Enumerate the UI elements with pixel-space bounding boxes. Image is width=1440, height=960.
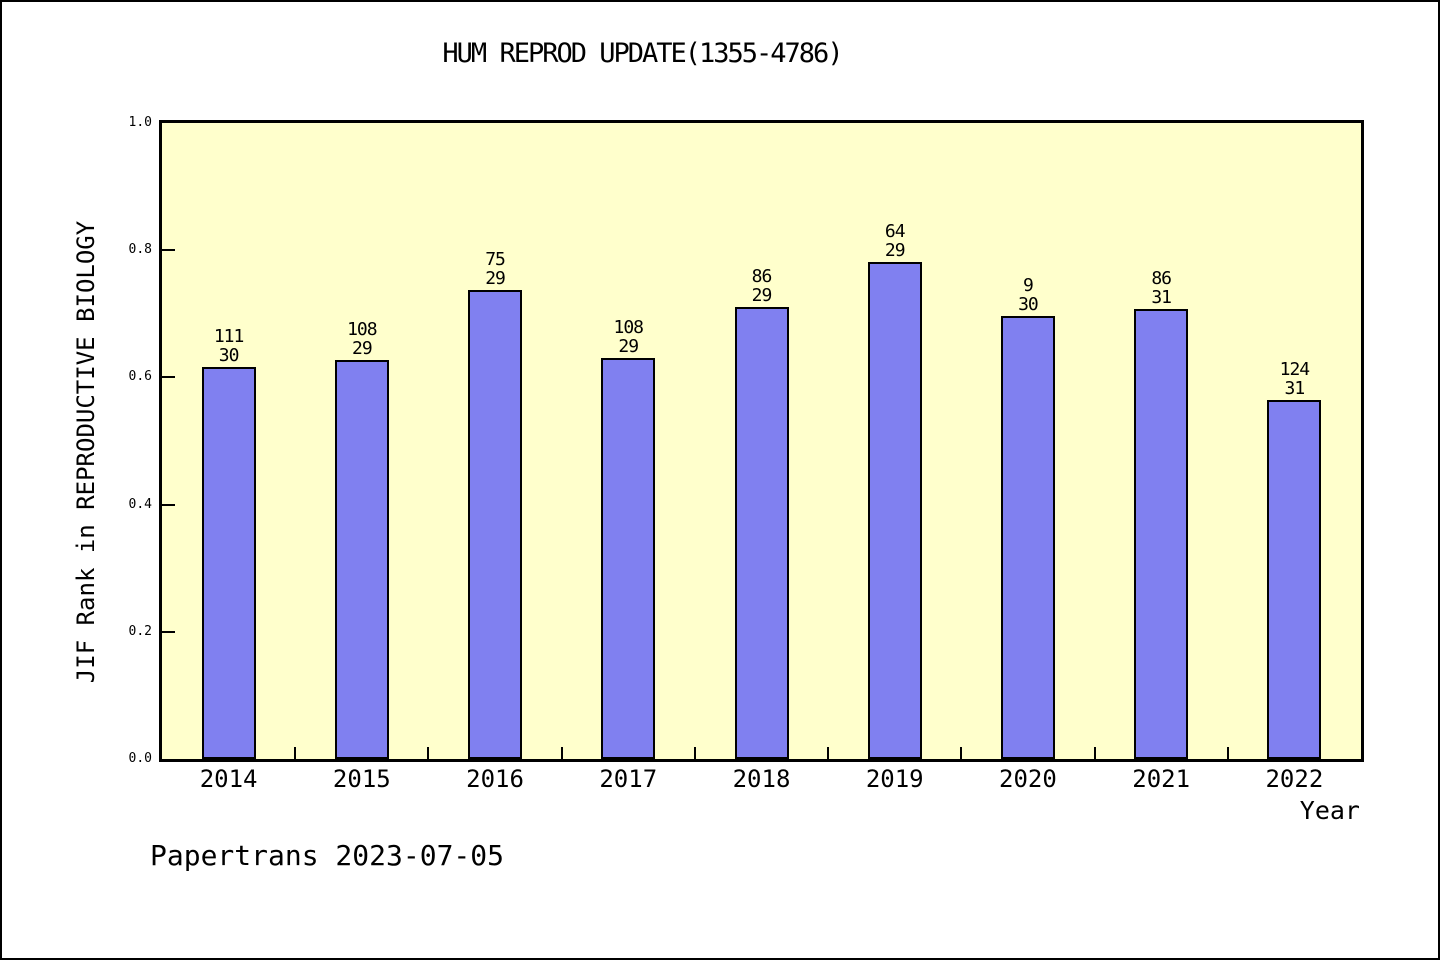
bar-2019 — [867, 262, 922, 759]
plot-area: 111 30 108 29 75 29 108 29 86 29 64 29 9 30 86 31 124 31 — [159, 120, 1364, 762]
x-axis-title: Year — [1299, 796, 1360, 825]
x-tick-mark — [960, 747, 963, 759]
bar-label-bottom: 29 — [751, 285, 773, 306]
x-tick-label-2014: 2014 — [199, 765, 258, 793]
bar-2021 — [1134, 309, 1189, 759]
y-tick-label: 0.6 — [128, 369, 152, 385]
bar-label-bottom: 30 — [218, 345, 240, 366]
y-tick-label: 0.8 — [128, 242, 152, 258]
x-tick-mark — [427, 747, 430, 759]
bar-label-2014: 111 30 — [169, 327, 289, 365]
bar-2018 — [734, 307, 789, 759]
bar-label-bottom: 29 — [884, 240, 906, 261]
y-axis-title: JIF Rank in REPRODUCTIVE BIOLOGY — [72, 220, 100, 684]
bar-label-top: 86 — [1151, 268, 1172, 289]
bar-label-2020: 9 30 — [968, 276, 1088, 314]
x-tick-mark — [1093, 747, 1096, 759]
x-tick-mark — [693, 747, 696, 759]
watermark-text: Papertrans 2023-07-05 — [150, 839, 505, 872]
bar-label-top: 124 — [1279, 359, 1311, 380]
bar-label-top: 108 — [347, 319, 378, 340]
bar-label-2022: 124 31 — [1234, 360, 1354, 398]
bar-label-bottom: 29 — [618, 336, 639, 357]
bar-label-top: 111 — [213, 326, 245, 347]
bar-2020 — [1000, 316, 1055, 759]
y-tick-label: 0.2 — [128, 623, 152, 639]
x-tick-mark — [1226, 747, 1229, 759]
bar-label-2016: 75 29 — [435, 250, 555, 288]
bar-label-top: 9 — [1023, 275, 1034, 296]
bar-label-bottom: 29 — [351, 338, 373, 359]
y-tick-label: 0.4 — [128, 496, 152, 512]
x-tick-label-2021: 2021 — [1132, 765, 1191, 793]
bar-label-bottom: 29 — [485, 268, 506, 289]
y-tick-mark — [162, 503, 175, 506]
bar-2014 — [201, 367, 256, 759]
y-tick-label: 0.0 — [128, 751, 152, 766]
bar-2016 — [468, 290, 523, 759]
bar-label-2019: 64 29 — [835, 222, 955, 260]
x-tick-mark — [294, 747, 297, 759]
x-tick-label-2020: 2020 — [999, 765, 1057, 793]
x-tick-label-2018: 2018 — [732, 765, 791, 793]
bar-label-bottom: 31 — [1151, 287, 1172, 308]
bar-2022 — [1267, 400, 1322, 759]
y-tick-mark — [162, 249, 175, 252]
bar-label-2015: 108 29 — [302, 320, 422, 358]
bar-label-bottom: 30 — [1018, 294, 1039, 315]
bar-2017 — [601, 358, 656, 759]
y-tick-mark — [162, 376, 175, 379]
bar-2015 — [334, 360, 389, 759]
bar-label-top: 108 — [613, 317, 645, 338]
bar-label-2018: 86 29 — [702, 267, 822, 305]
x-tick-label-2022: 2022 — [1265, 765, 1324, 793]
bar-label-2021: 86 31 — [1101, 269, 1221, 307]
x-tick-label-2017: 2017 — [599, 765, 658, 793]
bar-label-bottom: 31 — [1284, 378, 1306, 399]
chart-title: HUM REPROD UPDATE(1355-4786) — [442, 38, 843, 69]
x-tick-mark — [827, 747, 830, 759]
x-tick-label-2015: 2015 — [332, 765, 391, 793]
y-tick-mark — [162, 630, 175, 633]
y-tick-label: 1.0 — [128, 115, 152, 130]
bar-label-top: 75 — [485, 249, 506, 270]
bar-label-2017: 108 29 — [568, 318, 688, 356]
bar-label-top: 64 — [884, 221, 906, 242]
x-tick-mark — [560, 747, 563, 759]
x-tick-label-2019: 2019 — [865, 765, 924, 793]
x-tick-label-2016: 2016 — [466, 765, 524, 793]
bar-label-top: 86 — [751, 266, 773, 287]
